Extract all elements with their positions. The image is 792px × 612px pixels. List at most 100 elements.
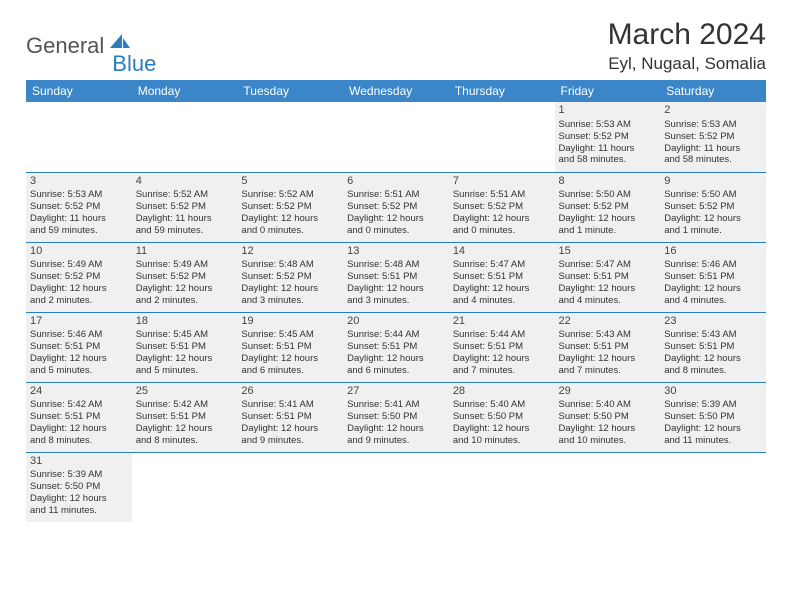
day-header: Tuesday — [237, 80, 343, 102]
cell-line: Daylight: 12 hours — [453, 423, 551, 435]
cell-line: and 5 minutes. — [30, 365, 128, 377]
cell-line: Daylight: 12 hours — [347, 353, 445, 365]
calendar-cell: 25Sunrise: 5:42 AMSunset: 5:51 PMDayligh… — [132, 382, 238, 452]
day-number: 27 — [347, 385, 445, 399]
cell-line: Sunset: 5:51 PM — [30, 411, 128, 423]
cell-line: Sunrise: 5:45 AM — [136, 329, 234, 341]
day-number: 1 — [559, 104, 657, 118]
day-header: Wednesday — [343, 80, 449, 102]
calendar-cell — [343, 452, 449, 522]
day-number: 20 — [347, 315, 445, 329]
cell-line: Daylight: 12 hours — [664, 213, 762, 225]
cell-line: and 10 minutes. — [559, 435, 657, 447]
cell-line: Daylight: 12 hours — [559, 283, 657, 295]
day-number: 10 — [30, 245, 128, 259]
calendar-cell: 8Sunrise: 5:50 AMSunset: 5:52 PMDaylight… — [555, 172, 661, 242]
calendar-cell — [237, 102, 343, 172]
cell-line: Sunset: 5:51 PM — [664, 341, 762, 353]
cell-line: and 11 minutes. — [30, 505, 128, 517]
calendar-cell: 6Sunrise: 5:51 AMSunset: 5:52 PMDaylight… — [343, 172, 449, 242]
calendar-cell: 29Sunrise: 5:40 AMSunset: 5:50 PMDayligh… — [555, 382, 661, 452]
calendar-cell — [132, 452, 238, 522]
cell-line: Sunset: 5:52 PM — [664, 131, 762, 143]
cell-line: Sunset: 5:51 PM — [347, 341, 445, 353]
calendar-cell: 22Sunrise: 5:43 AMSunset: 5:51 PMDayligh… — [555, 312, 661, 382]
cell-line: Sunrise: 5:41 AM — [241, 399, 339, 411]
calendar-cell: 14Sunrise: 5:47 AMSunset: 5:51 PMDayligh… — [449, 242, 555, 312]
calendar-cell: 11Sunrise: 5:49 AMSunset: 5:52 PMDayligh… — [132, 242, 238, 312]
cell-line: Daylight: 12 hours — [347, 213, 445, 225]
cell-line: Daylight: 12 hours — [664, 283, 762, 295]
day-number: 11 — [136, 245, 234, 259]
day-header: Thursday — [449, 80, 555, 102]
day-number: 13 — [347, 245, 445, 259]
calendar-cell: 18Sunrise: 5:45 AMSunset: 5:51 PMDayligh… — [132, 312, 238, 382]
cell-line: and 9 minutes. — [241, 435, 339, 447]
cell-line: Sunset: 5:51 PM — [347, 271, 445, 283]
calendar-cell: 7Sunrise: 5:51 AMSunset: 5:52 PMDaylight… — [449, 172, 555, 242]
calendar-cell: 16Sunrise: 5:46 AMSunset: 5:51 PMDayligh… — [660, 242, 766, 312]
day-number: 25 — [136, 385, 234, 399]
cell-line: and 8 minutes. — [30, 435, 128, 447]
cell-line: Sunset: 5:52 PM — [136, 201, 234, 213]
calendar-week: 17Sunrise: 5:46 AMSunset: 5:51 PMDayligh… — [26, 312, 766, 382]
cell-line: Sunrise: 5:48 AM — [347, 259, 445, 271]
calendar-cell: 27Sunrise: 5:41 AMSunset: 5:50 PMDayligh… — [343, 382, 449, 452]
calendar-cell: 26Sunrise: 5:41 AMSunset: 5:51 PMDayligh… — [237, 382, 343, 452]
cell-line: Sunrise: 5:48 AM — [241, 259, 339, 271]
cell-line: Sunrise: 5:45 AM — [241, 329, 339, 341]
cell-line: Daylight: 12 hours — [30, 423, 128, 435]
cell-line: Sunrise: 5:42 AM — [136, 399, 234, 411]
cell-line: Daylight: 12 hours — [136, 353, 234, 365]
location-label: Eyl, Nugaal, Somalia — [608, 54, 766, 74]
cell-line: Sunset: 5:51 PM — [664, 271, 762, 283]
cell-line: Sunrise: 5:51 AM — [453, 189, 551, 201]
day-number: 12 — [241, 245, 339, 259]
calendar-cell: 31Sunrise: 5:39 AMSunset: 5:50 PMDayligh… — [26, 452, 132, 522]
calendar-table: SundayMondayTuesdayWednesdayThursdayFrid… — [26, 80, 766, 522]
cell-line: Daylight: 12 hours — [241, 213, 339, 225]
cell-line: Sunset: 5:52 PM — [559, 131, 657, 143]
cell-line: Sunset: 5:52 PM — [241, 271, 339, 283]
cell-line: Sunset: 5:52 PM — [30, 201, 128, 213]
cell-line: Sunset: 5:51 PM — [241, 411, 339, 423]
calendar-cell — [26, 102, 132, 172]
cell-line: Daylight: 11 hours — [30, 213, 128, 225]
cell-line: Sunset: 5:51 PM — [136, 411, 234, 423]
day-number: 15 — [559, 245, 657, 259]
calendar-cell: 9Sunrise: 5:50 AMSunset: 5:52 PMDaylight… — [660, 172, 766, 242]
day-number: 2 — [664, 104, 762, 118]
cell-line: Daylight: 12 hours — [664, 353, 762, 365]
calendar-cell: 10Sunrise: 5:49 AMSunset: 5:52 PMDayligh… — [26, 242, 132, 312]
cell-line: and 59 minutes. — [136, 225, 234, 237]
calendar-cell — [449, 102, 555, 172]
day-number: 9 — [664, 175, 762, 189]
calendar-cell: 1Sunrise: 5:53 AMSunset: 5:52 PMDaylight… — [555, 102, 661, 172]
day-number: 29 — [559, 385, 657, 399]
cell-line: Sunrise: 5:39 AM — [30, 469, 128, 481]
cell-line: and 6 minutes. — [241, 365, 339, 377]
cell-line: and 0 minutes. — [241, 225, 339, 237]
calendar-cell: 20Sunrise: 5:44 AMSunset: 5:51 PMDayligh… — [343, 312, 449, 382]
cell-line: and 2 minutes. — [30, 295, 128, 307]
cell-line: Daylight: 12 hours — [241, 283, 339, 295]
calendar-page: General Blue March 2024 Eyl, Nugaal, Som… — [0, 0, 792, 540]
day-number: 19 — [241, 315, 339, 329]
day-number: 6 — [347, 175, 445, 189]
cell-line: Sunrise: 5:43 AM — [559, 329, 657, 341]
brand-logo: General Blue — [26, 24, 156, 68]
cell-line: Sunrise: 5:42 AM — [30, 399, 128, 411]
cell-line: and 4 minutes. — [453, 295, 551, 307]
cell-line: Sunrise: 5:52 AM — [136, 189, 234, 201]
day-number: 30 — [664, 385, 762, 399]
cell-line: Daylight: 12 hours — [347, 283, 445, 295]
calendar-cell: 5Sunrise: 5:52 AMSunset: 5:52 PMDaylight… — [237, 172, 343, 242]
calendar-cell: 17Sunrise: 5:46 AMSunset: 5:51 PMDayligh… — [26, 312, 132, 382]
cell-line: Sunset: 5:51 PM — [136, 341, 234, 353]
calendar-week: 3Sunrise: 5:53 AMSunset: 5:52 PMDaylight… — [26, 172, 766, 242]
day-number: 26 — [241, 385, 339, 399]
cell-line: and 0 minutes. — [347, 225, 445, 237]
cell-line: Sunrise: 5:41 AM — [347, 399, 445, 411]
cell-line: Daylight: 11 hours — [664, 143, 762, 155]
cell-line: Daylight: 12 hours — [30, 283, 128, 295]
